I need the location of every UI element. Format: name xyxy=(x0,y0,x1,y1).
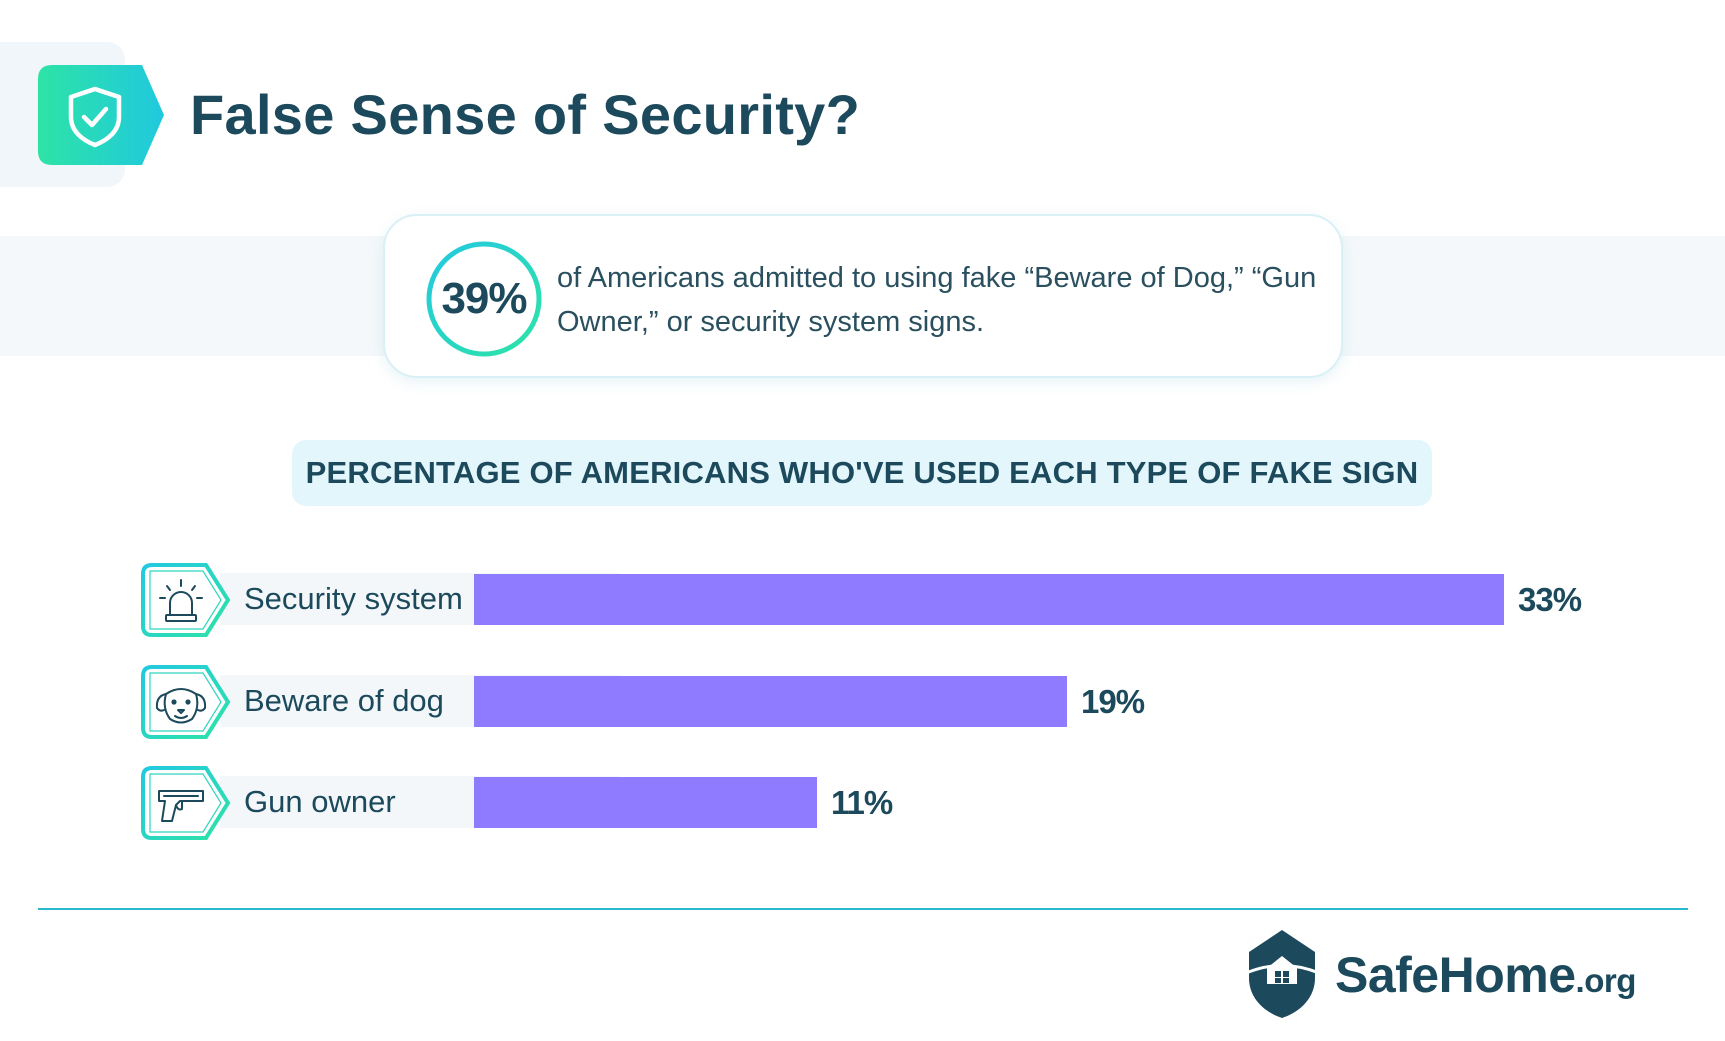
chart-title: PERCENTAGE OF AMERICANS WHO'VE USED EACH… xyxy=(305,455,1419,490)
footer-divider xyxy=(38,908,1688,910)
stat-text: of Americans admitted to using fake “Bew… xyxy=(557,262,1317,338)
bar-label: Beware of dog xyxy=(244,683,444,718)
dog-icon xyxy=(141,665,231,739)
stat-value: 39% xyxy=(441,274,527,323)
house-shield-icon xyxy=(1245,930,1320,1018)
bar-row-beware-of-dog: Beware of dog 19% xyxy=(140,664,1640,740)
alarm-siren-icon xyxy=(141,563,231,637)
bar-value-security-system: 33% xyxy=(1518,581,1582,618)
stat-card xyxy=(383,214,1343,378)
bar-label: Security system xyxy=(244,581,463,616)
page-title: False Sense of Security? xyxy=(190,83,861,146)
brand-tld: .org xyxy=(1575,962,1637,999)
brand-name: SafeHome xyxy=(1335,947,1576,1003)
bar-row-security-system: Security system 33% xyxy=(140,562,1640,638)
brand-logo-text: SafeHome.org xyxy=(1335,946,1636,1004)
bar-label: Gun owner xyxy=(244,784,396,819)
bar-security-system xyxy=(474,574,1504,625)
bar-value-gun-owner: 11% xyxy=(831,784,893,821)
bar-row-gun-owner: Gun owner 11% xyxy=(140,765,1640,841)
shield-check-icon xyxy=(38,65,164,165)
bar-beware-of-dog xyxy=(474,676,1067,727)
gun-icon xyxy=(141,766,231,840)
bar-gun-owner xyxy=(474,777,817,828)
bar-value-beware-of-dog: 19% xyxy=(1081,683,1145,720)
chart-title-pill xyxy=(292,440,1432,506)
stat-ring xyxy=(426,241,542,357)
